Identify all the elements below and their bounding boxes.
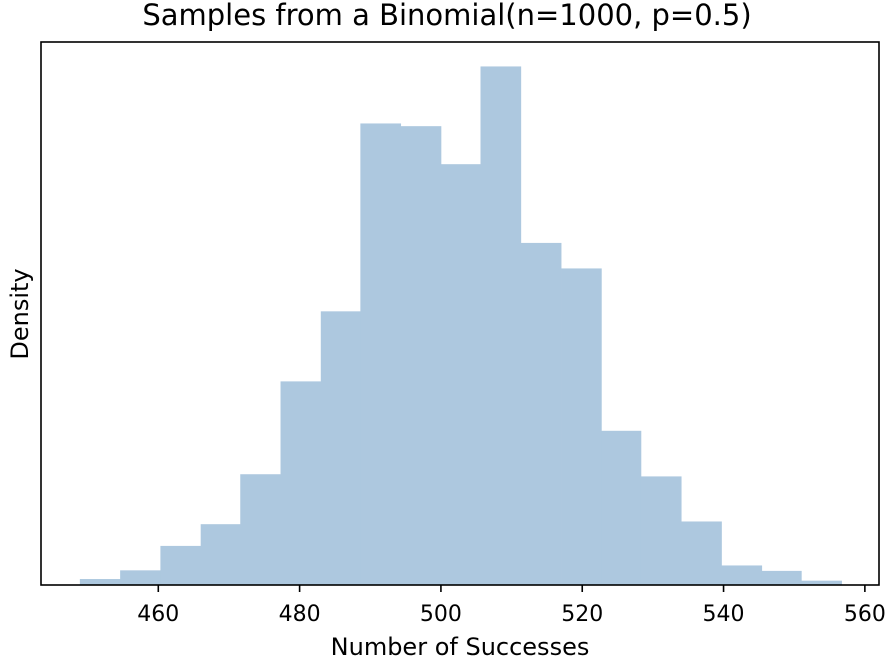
histogram-bar <box>240 474 281 585</box>
x-tick-label: 480 <box>279 602 321 627</box>
histogram-bar <box>160 545 202 585</box>
x-axis-ticks: 460 480 500 520 540 560 <box>137 585 886 627</box>
histogram-bar <box>561 268 602 585</box>
histogram-bar <box>280 381 322 586</box>
histogram-bar <box>320 311 361 585</box>
histogram-bar <box>681 521 722 585</box>
histogram-bar <box>601 430 642 585</box>
histogram-bar <box>360 123 402 585</box>
chart-title: Samples from a Binomial(n=1000, p=0.5) <box>142 0 752 32</box>
x-tick-label: 460 <box>137 602 179 627</box>
histogram-bar <box>79 579 121 585</box>
histogram-bar <box>480 66 522 585</box>
histogram-bar <box>120 570 161 585</box>
histogram-bar <box>400 126 442 586</box>
x-tick-label: 500 <box>420 602 462 627</box>
y-axis-label: Density <box>6 268 34 360</box>
histogram-bar <box>640 476 682 585</box>
histogram-bar <box>440 164 481 585</box>
x-axis-label: Number of Successes <box>330 633 590 661</box>
histogram-bars <box>79 66 842 586</box>
histogram-bar <box>801 580 842 585</box>
histogram-bar <box>761 570 802 585</box>
histogram-bar <box>721 565 763 585</box>
histogram-bar <box>520 242 562 585</box>
x-tick-label: 520 <box>561 602 603 627</box>
x-tick-label: 540 <box>703 602 745 627</box>
x-tick-label: 560 <box>844 602 886 627</box>
histogram-bar <box>200 524 241 585</box>
axes-frame <box>40 41 880 586</box>
